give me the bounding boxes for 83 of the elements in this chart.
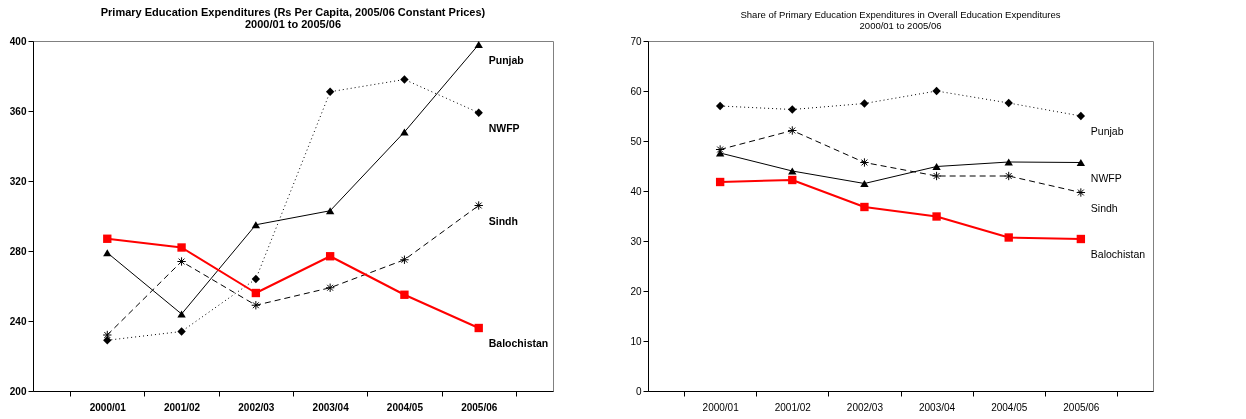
x-tick-label: 2002/03	[846, 401, 884, 413]
point	[1076, 234, 1086, 244]
point	[325, 283, 335, 293]
point	[1004, 98, 1013, 108]
y-tick-label: 240	[9, 315, 27, 327]
point	[715, 177, 725, 187]
point	[103, 336, 112, 345]
y-tick-label: 400	[9, 35, 27, 47]
point	[251, 221, 261, 229]
x-tick-label: 2005/06	[1063, 401, 1100, 413]
point	[177, 327, 186, 336]
point	[715, 101, 725, 111]
point	[251, 300, 261, 310]
point	[860, 99, 869, 108]
chart-subtitle: 2000/01 to 2005/06	[244, 18, 342, 30]
chart-title: Primary Education Expenditures (Rs Per Capita, 2005/06 Constant Prices)	[100, 6, 486, 18]
point	[251, 274, 261, 284]
y-tick-label: 280	[9, 245, 27, 257]
point	[176, 256, 187, 267]
point	[859, 157, 870, 168]
y-tick-label: 40	[630, 185, 642, 197]
x-tick-label: 2004/05	[991, 401, 1028, 413]
point	[932, 86, 941, 96]
y-tick-label: 70	[630, 35, 642, 47]
point	[474, 323, 483, 333]
series-label: Balochistan	[488, 337, 549, 349]
point	[932, 212, 941, 221]
x-tick-label: 2001/02	[774, 401, 812, 413]
x-tick-label: 2005/06	[461, 401, 498, 413]
chart-title: Share of Primary Education Expenditures in Overall Education Expenditures	[740, 9, 1061, 20]
y-tick-label: 320	[9, 175, 27, 187]
y-tick-label: 30	[630, 235, 642, 247]
point	[1004, 158, 1013, 166]
point	[399, 255, 410, 265]
point	[788, 175, 797, 185]
x-tick-label: 2002/03	[238, 401, 275, 413]
x-tick-label: 2003/04	[312, 401, 350, 413]
point	[325, 207, 335, 215]
point	[400, 75, 409, 84]
series-label: Punjab	[488, 53, 524, 66]
point	[325, 87, 335, 96]
point	[177, 243, 186, 252]
x-tick-label: 2004/05	[386, 401, 424, 413]
series-label: NWFP	[1090, 171, 1122, 184]
point	[103, 234, 112, 243]
x-tick-label: 2001/02	[163, 401, 201, 413]
point	[1076, 111, 1086, 121]
point	[787, 125, 797, 136]
series-label: NWFP	[488, 121, 520, 134]
y-tick-label: 200	[9, 385, 27, 397]
point	[1004, 233, 1013, 242]
y-tick-label: 10	[630, 335, 642, 347]
series-label: Sindh	[488, 214, 518, 227]
y-tick-label: 50	[630, 135, 642, 147]
point	[1004, 171, 1014, 181]
point	[788, 167, 797, 175]
y-tick-label: 360	[9, 105, 27, 117]
series-label: Punjab	[1090, 125, 1124, 137]
point	[325, 252, 335, 261]
point	[860, 202, 869, 212]
chart-subtitle: 2000/01 to 2005/06	[859, 19, 942, 31]
point	[860, 179, 869, 188]
point	[1076, 158, 1086, 167]
x-tick-label: 2000/01	[89, 401, 127, 413]
y-tick-label: 20	[630, 285, 642, 297]
series-label: Balochistan	[1090, 248, 1146, 260]
point	[474, 200, 484, 211]
point	[788, 105, 797, 114]
point	[400, 290, 409, 299]
point	[932, 162, 941, 171]
series-label: Sindh	[1090, 201, 1118, 214]
y-tick-label: 0	[635, 385, 642, 397]
point	[251, 288, 261, 298]
x-tick-label: 2003/04	[918, 401, 956, 413]
x-tick-label: 2000/01	[702, 401, 740, 413]
y-tick-label: 60	[630, 85, 642, 97]
point	[400, 128, 409, 136]
point	[1076, 187, 1086, 198]
point	[177, 310, 186, 318]
point	[474, 108, 483, 117]
point	[474, 40, 483, 49]
point	[931, 171, 942, 181]
point	[103, 249, 112, 257]
